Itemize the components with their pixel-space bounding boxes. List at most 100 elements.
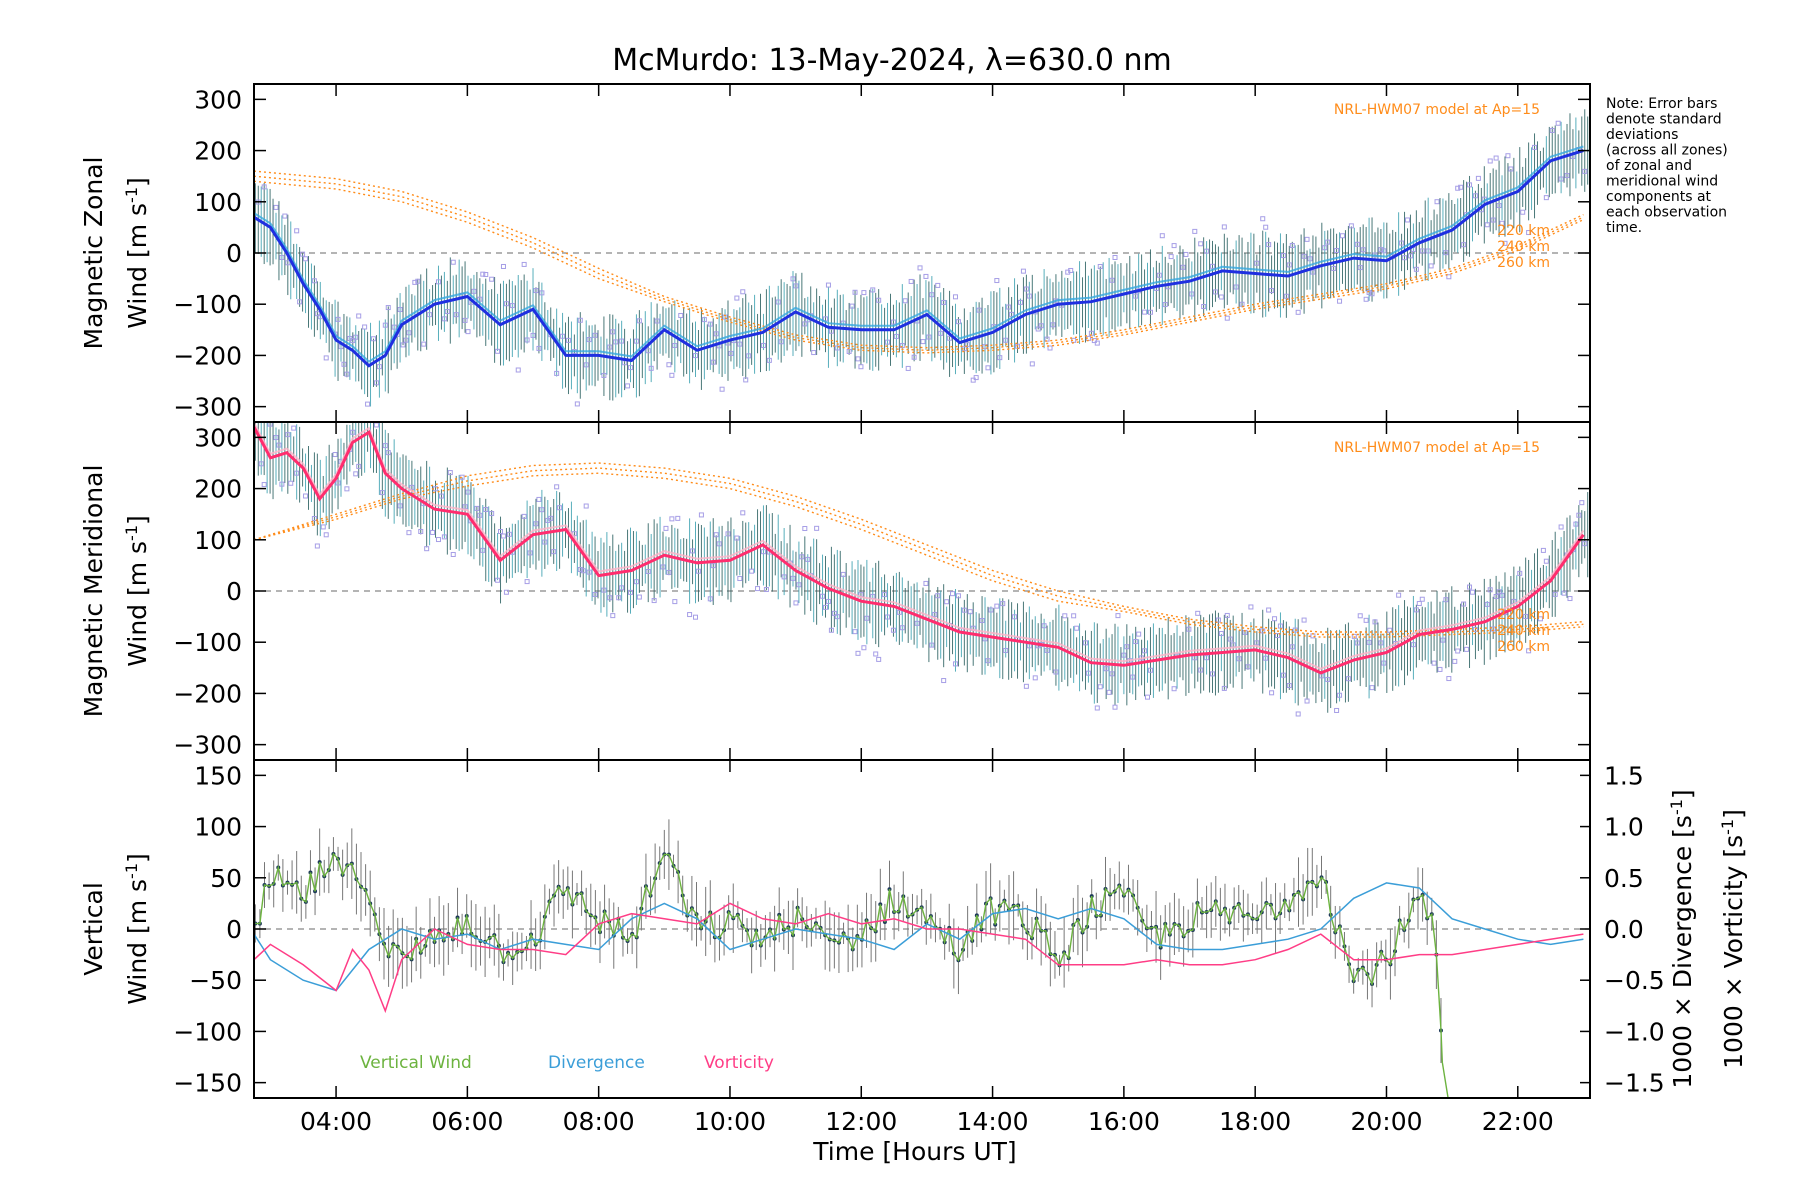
scatter-point bbox=[1159, 233, 1165, 239]
scatter-point bbox=[1337, 692, 1343, 698]
scatter-point bbox=[822, 604, 828, 610]
scatter-point bbox=[412, 279, 418, 285]
scatter-point bbox=[905, 365, 911, 371]
scatter-point bbox=[660, 564, 666, 570]
scatter-point bbox=[344, 371, 350, 377]
y-axis-label-meridional-line1: Magnetic Meridional bbox=[79, 465, 108, 718]
scatter-point bbox=[672, 342, 678, 348]
scatter-point bbox=[450, 259, 456, 265]
scatter-point bbox=[1378, 247, 1384, 253]
y-tick-label: 300 bbox=[194, 85, 242, 114]
scatter-point bbox=[1402, 255, 1408, 261]
scatter-point bbox=[530, 332, 536, 338]
scatter-point bbox=[409, 484, 415, 490]
y-tick-label: −150 bbox=[173, 1069, 242, 1098]
scatter-point bbox=[385, 305, 391, 311]
scatter-point bbox=[1517, 570, 1523, 576]
scatter-point bbox=[362, 324, 368, 330]
vorticity-line bbox=[254, 902, 1584, 1014]
y-tick-label: −100 bbox=[173, 290, 242, 319]
scatter-point bbox=[1540, 547, 1546, 553]
scatter-point bbox=[344, 486, 350, 492]
scatter-point bbox=[840, 571, 846, 577]
scatter-point bbox=[893, 333, 899, 339]
scatter-point bbox=[1023, 286, 1029, 292]
scatter-point bbox=[1537, 616, 1543, 622]
scatter-point bbox=[1410, 642, 1416, 648]
scatter-point bbox=[415, 278, 421, 284]
scatter-point bbox=[406, 330, 412, 336]
right-tick-label: −0.5 bbox=[1604, 966, 1665, 995]
scatter-point bbox=[1292, 627, 1298, 633]
vertical-wind-line bbox=[255, 852, 1449, 1098]
scatter-point bbox=[447, 470, 453, 476]
scatter-point bbox=[1526, 230, 1532, 236]
scatter-point bbox=[707, 321, 713, 327]
scatter-point bbox=[1576, 512, 1582, 518]
scatter-point bbox=[1142, 648, 1148, 654]
series-line-meridional bbox=[254, 426, 1585, 675]
scatter-point bbox=[1000, 601, 1006, 607]
scatter-point bbox=[1363, 296, 1369, 302]
scatter-point bbox=[1062, 613, 1068, 619]
scatter-point bbox=[725, 531, 731, 537]
scatter-point bbox=[524, 579, 530, 585]
scatter-point bbox=[1499, 220, 1505, 226]
scatter-point bbox=[480, 271, 486, 277]
scatter-point bbox=[760, 342, 766, 348]
scatter-point bbox=[1133, 293, 1139, 299]
scatter-point bbox=[1263, 655, 1269, 661]
scatter-point bbox=[273, 435, 279, 441]
model-altitude-label: 260 km bbox=[1497, 255, 1550, 271]
scatter-point bbox=[1275, 633, 1281, 639]
scatter-point bbox=[926, 334, 932, 340]
scatter-point bbox=[1218, 294, 1224, 300]
scatter-point bbox=[613, 339, 619, 345]
scatter-point bbox=[1239, 301, 1245, 307]
right-tick-label: −1.0 bbox=[1604, 1017, 1665, 1046]
scatter-point bbox=[1325, 676, 1331, 682]
scatter-point bbox=[601, 372, 607, 378]
scatter-point bbox=[403, 337, 409, 343]
scatter-point bbox=[1381, 660, 1387, 666]
scatter-point bbox=[1520, 209, 1526, 215]
scatter-point bbox=[1404, 217, 1410, 223]
scatter-point bbox=[693, 614, 699, 620]
scatter-point bbox=[565, 337, 571, 343]
scatter-point bbox=[438, 493, 444, 499]
scatter-point bbox=[1180, 264, 1186, 270]
scatter-point bbox=[678, 312, 684, 318]
scatter-point bbox=[740, 510, 746, 516]
scatter-point bbox=[1413, 266, 1419, 272]
scatter-point bbox=[527, 550, 533, 556]
scatter-point bbox=[1109, 277, 1115, 283]
scatter-point bbox=[1195, 610, 1201, 616]
scatter-point bbox=[766, 357, 772, 363]
scatter-point bbox=[332, 452, 338, 458]
scatter-point bbox=[1295, 309, 1301, 315]
scatter-point bbox=[1112, 254, 1118, 260]
scatter-point bbox=[607, 595, 613, 601]
scatter-point bbox=[645, 348, 651, 354]
scatter-point bbox=[802, 321, 808, 327]
scatter-point bbox=[790, 276, 796, 282]
model-curve-260km bbox=[254, 180, 1584, 354]
scatter-point bbox=[1351, 633, 1357, 639]
series-line-zonal bbox=[254, 149, 1584, 368]
model-altitude-label: 220 km bbox=[1497, 607, 1550, 623]
scatter-point bbox=[279, 481, 285, 487]
scatter-point bbox=[1360, 247, 1366, 253]
scatter-point bbox=[935, 282, 941, 288]
scatter-point bbox=[1003, 647, 1009, 653]
series-line-secondary bbox=[254, 422, 1585, 670]
scatter-point bbox=[444, 309, 450, 315]
scatter-point bbox=[790, 575, 796, 581]
scatter-point bbox=[929, 292, 935, 298]
scatter-point bbox=[1210, 263, 1216, 269]
note-line: (across all zones) bbox=[1606, 143, 1728, 159]
scatter-point bbox=[988, 607, 994, 613]
y-axis-meridional: 300 200 100 0 −100 −200 −300 bbox=[173, 423, 1590, 760]
scatter-point bbox=[693, 353, 699, 359]
scatter-point bbox=[1502, 240, 1508, 246]
